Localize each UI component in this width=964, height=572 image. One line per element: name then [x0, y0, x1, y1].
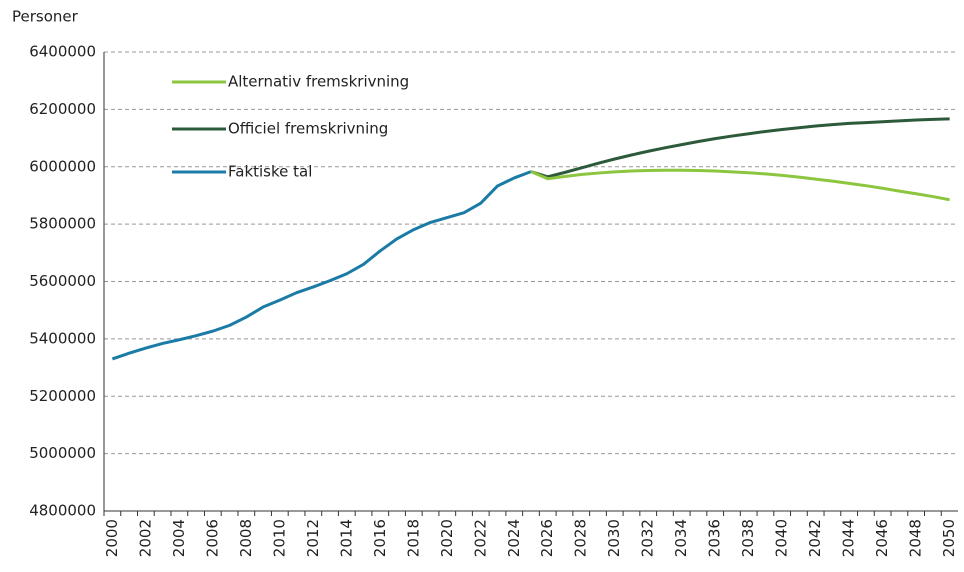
x-tick-label: 2030 — [605, 519, 623, 557]
y-tick-label: 5600000 — [29, 272, 96, 290]
x-tick-label: 2034 — [672, 519, 690, 557]
x-tick-label: 2036 — [706, 519, 724, 557]
x-tick-label: 2014 — [337, 519, 355, 557]
x-tick-label: 2050 — [940, 519, 958, 557]
x-tick-label: 2048 — [907, 519, 925, 557]
y-tick-label: 5000000 — [29, 444, 96, 462]
x-tick-label: 2020 — [438, 519, 456, 557]
x-tick-label: 2002 — [136, 519, 154, 557]
legend-label: Alternativ fremskrivning — [228, 73, 409, 91]
x-tick-label: 2016 — [371, 519, 389, 557]
y-tick-label: 5200000 — [29, 387, 96, 405]
legend-label: Faktiske tal — [228, 163, 312, 181]
series-line — [530, 168, 950, 202]
y-tick-label: 5400000 — [29, 329, 96, 347]
x-tick-label: 2024 — [505, 519, 523, 557]
x-tick-label: 2032 — [639, 519, 657, 557]
series-line — [530, 117, 950, 179]
x-tick-label: 2042 — [806, 519, 824, 557]
series-line — [111, 170, 532, 361]
x-tick-label: 2038 — [739, 519, 757, 557]
x-tick-label: 2044 — [840, 519, 858, 557]
x-tick-label: 2004 — [170, 519, 188, 557]
y-tick-label: 6200000 — [29, 100, 96, 118]
x-tick-label: 2010 — [270, 519, 288, 557]
legend-label: Officiel fremskrivning — [228, 120, 388, 138]
x-tick-label: 2040 — [773, 519, 791, 557]
x-tick-label: 2018 — [404, 519, 422, 557]
x-tick-label: 2008 — [237, 519, 255, 557]
x-tick-label: 2028 — [572, 519, 590, 557]
y-axis-label: Personer — [12, 8, 79, 26]
x-tick-label: 2026 — [538, 519, 556, 557]
x-tick-label: 2022 — [471, 519, 489, 557]
y-tick-label: 4800000 — [29, 502, 96, 520]
y-tick-label: 6000000 — [29, 157, 96, 175]
x-tick-label: 2012 — [304, 519, 322, 557]
x-tick-label: 2046 — [873, 519, 891, 557]
x-tick-label: 2006 — [203, 519, 221, 557]
x-tick-label: 2000 — [103, 519, 121, 557]
y-tick-label: 5800000 — [29, 215, 96, 233]
y-tick-label: 6400000 — [29, 43, 96, 61]
